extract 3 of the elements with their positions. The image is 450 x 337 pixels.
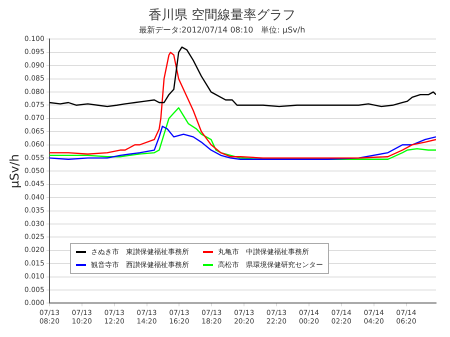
y-axis-title: μSv/h (7, 154, 22, 188)
chart-title: 香川県 空間線量率グラフ (148, 7, 296, 24)
chart-subtitle: 最新データ:2012/07/14 08:10 単位: μSv/h (138, 25, 306, 34)
